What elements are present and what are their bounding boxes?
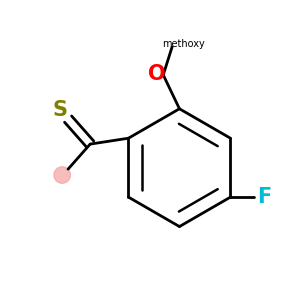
Text: S: S: [52, 100, 67, 120]
Text: O: O: [148, 64, 166, 84]
Text: F: F: [257, 187, 272, 207]
Text: methoxy: methoxy: [163, 39, 205, 49]
Circle shape: [54, 167, 70, 183]
